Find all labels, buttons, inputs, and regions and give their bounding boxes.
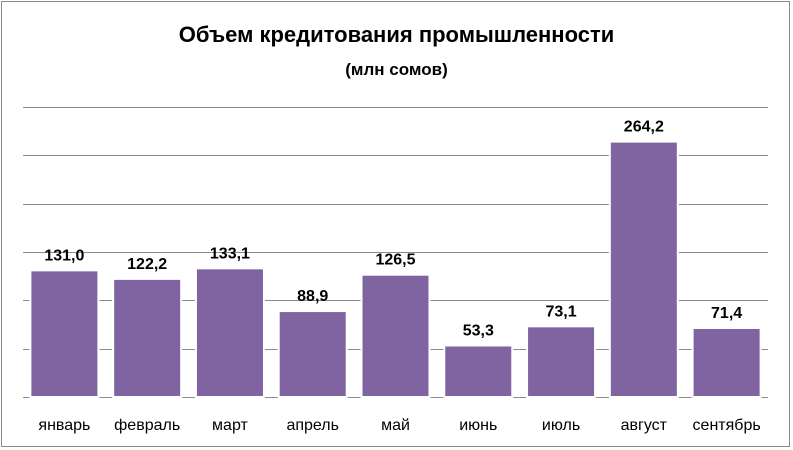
chart-subtitle: (млн сомов) xyxy=(345,60,448,79)
value-label-май: 126,5 xyxy=(375,252,415,269)
bar-август xyxy=(608,140,679,398)
category-label-сентябрь: сентябрь xyxy=(693,417,761,434)
category-label-январь: январь xyxy=(38,417,90,434)
value-label-август: 264,2 xyxy=(624,119,664,136)
value-label-апрель: 88,9 xyxy=(297,288,328,305)
value-label-январь: 131,0 xyxy=(44,247,84,264)
value-label-июль: 73,1 xyxy=(545,303,576,320)
value-label-июнь: 53,3 xyxy=(463,322,494,339)
bar-май xyxy=(360,273,431,399)
category-label-май: май xyxy=(381,417,410,434)
value-label-сентябрь: 71,4 xyxy=(711,305,742,322)
value-label-март: 133,1 xyxy=(210,245,250,262)
bar-апрель xyxy=(277,310,348,398)
category-label-август: август xyxy=(621,417,668,434)
category-label-апрель: апрель xyxy=(286,417,339,434)
category-label-март: март xyxy=(212,417,248,434)
bar-июль xyxy=(526,325,597,398)
bar-февраль xyxy=(112,277,183,398)
bars xyxy=(29,140,762,399)
bar-июнь xyxy=(443,344,514,398)
bar-январь xyxy=(29,269,100,398)
category-labels: январь февраль март апрель май июнь июль август… xyxy=(38,417,760,434)
value-label-февраль: 122,2 xyxy=(127,256,167,273)
value-labels: 131,0 122,2 133,1 88,9 126,5 53,3 73,1 264,2 71,… xyxy=(44,119,742,340)
bar-сентябрь xyxy=(691,326,762,399)
bar-март xyxy=(194,267,265,398)
category-label-февраль: февраль xyxy=(114,417,180,434)
category-label-июнь: июнь xyxy=(459,417,497,434)
chart-title: Объем кредитования промышленности xyxy=(178,22,615,47)
category-label-июль: июль xyxy=(542,417,580,434)
